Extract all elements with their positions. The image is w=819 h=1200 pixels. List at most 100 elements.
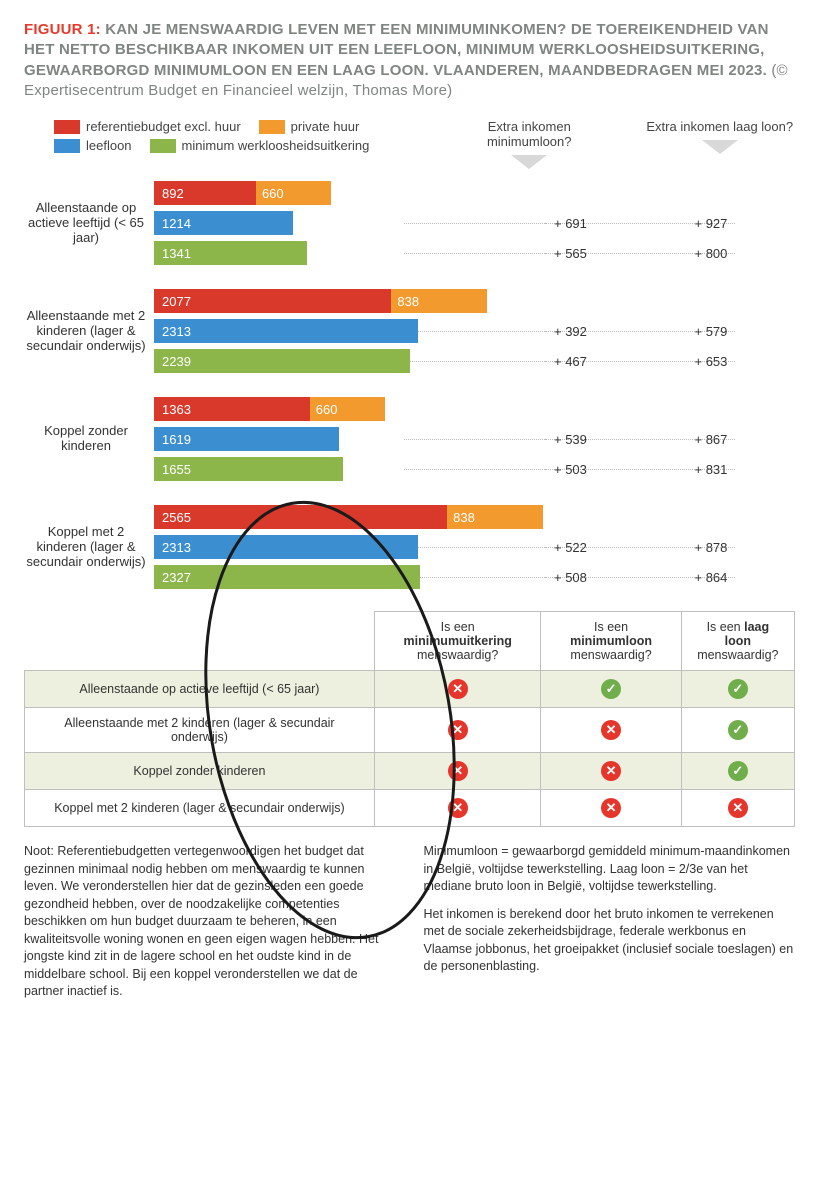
- summary-table: Is een minimumuitkeringmenswaardig?Is ee…: [24, 611, 795, 827]
- figure-label: FIGUUR 1:: [24, 21, 101, 38]
- legend-swatch: [54, 120, 80, 134]
- table-cell: ✕: [541, 753, 681, 790]
- group-label: Alleenstaande met 2 kinderen (lager & se…: [24, 287, 154, 373]
- cross-icon: ✕: [601, 798, 621, 818]
- table-cell: ✕: [374, 671, 541, 708]
- extra-value-laag: + 579: [695, 319, 796, 343]
- table-row-header: Koppel zonder kinderen: [25, 753, 375, 790]
- bar-segment: 660: [310, 397, 385, 421]
- extra-col-laag: + 579 + 653: [695, 287, 796, 373]
- table-row: Koppel zonder kinderen✕✕✓: [25, 753, 795, 790]
- extra-value-min: [554, 505, 655, 529]
- legend-item: private huur: [259, 119, 360, 134]
- group-label: Alleenstaande op actieve leeftijd (< 65 …: [24, 179, 154, 265]
- bar-segment: 2565: [154, 505, 447, 529]
- bar-row: 1655: [154, 457, 554, 481]
- chart-group: Alleenstaande met 2 kinderen (lager & se…: [24, 287, 795, 373]
- extra-value-min: [554, 181, 655, 205]
- footnote-right: Minimumloon = gewaarborgd gemiddeld mini…: [424, 843, 796, 1001]
- footnote-left: Noot: Referentiebudgetten vertegenwoordi…: [24, 843, 396, 1001]
- table-col-header: Is een minimumloonmenswaardig?: [541, 612, 681, 671]
- extra-value-laag: + 867: [695, 427, 796, 451]
- bar-segment: 892: [154, 181, 256, 205]
- table-row-header: Alleenstaande op actieve leeftijd (< 65 …: [25, 671, 375, 708]
- table-row-header: Alleenstaande met 2 kinderen (lager & se…: [25, 708, 375, 753]
- table-cell: ✕: [541, 790, 681, 827]
- check-icon: ✓: [728, 720, 748, 740]
- legend-item: referentiebudget excl. huur: [54, 119, 241, 134]
- extra-col-laag: + 927 + 800: [695, 179, 796, 265]
- extra-value-laag: + 800: [695, 241, 796, 265]
- extra-value-min: + 565: [554, 241, 655, 265]
- bar-row: 2565838: [154, 505, 554, 529]
- bar-segment: 1655: [154, 457, 343, 481]
- extra-col-header: Extra inkomen minimumloon?: [454, 119, 605, 169]
- chart-group: Koppel zonder kinderen136366016191655+ 5…: [24, 395, 795, 481]
- bar-segment: 2327: [154, 565, 420, 589]
- bar-segment: 1619: [154, 427, 339, 451]
- table-row: Alleenstaande met 2 kinderen (lager & se…: [25, 708, 795, 753]
- table-col-header: Is een laag loonmenswaardig?: [681, 612, 794, 671]
- extra-value-laag: + 927: [695, 211, 796, 235]
- legend-label: leefloon: [86, 138, 132, 153]
- legend-swatch: [259, 120, 285, 134]
- bar-row: 1214: [154, 211, 554, 235]
- table-row: Alleenstaande op actieve leeftijd (< 65 …: [25, 671, 795, 708]
- table-col-header: Is een minimumuitkeringmenswaardig?: [374, 612, 541, 671]
- group-extra: + 392 + 467 + 579 + 653: [554, 287, 795, 373]
- chevron-down-icon: [702, 140, 738, 154]
- bar-segment: 660: [256, 181, 331, 205]
- extra-value-min: [554, 397, 655, 421]
- extra-column-headers: Extra inkomen minimumloon? Extra inkomen …: [454, 119, 795, 169]
- figure-title: FIGUUR 1: KAN JE MENSWAARDIG LEVEN MET E…: [24, 20, 795, 101]
- bar-segment: 2313: [154, 319, 418, 343]
- table-corner: [25, 612, 375, 671]
- bar-segment: 2313: [154, 535, 418, 559]
- extra-value-min: + 467: [554, 349, 655, 373]
- bar-row: 2077838: [154, 289, 554, 313]
- legend-label: private huur: [291, 119, 360, 134]
- table-cell: ✕: [374, 790, 541, 827]
- bar-row: 2313: [154, 535, 554, 559]
- bar-row: 2239: [154, 349, 554, 373]
- bar-segment: 838: [391, 289, 487, 313]
- legend-item: leefloon: [54, 138, 132, 153]
- extra-col-label: Extra inkomen laag loon?: [645, 119, 796, 134]
- extra-value-laag: [695, 505, 796, 529]
- chart-group: Koppel met 2 kinderen (lager & secundair…: [24, 503, 795, 589]
- chart-group: Alleenstaande op actieve leeftijd (< 65 …: [24, 179, 795, 265]
- check-icon: ✓: [728, 761, 748, 781]
- extra-col-laag: + 878+ 864: [695, 503, 796, 589]
- extra-value-laag: + 878: [695, 535, 796, 559]
- cross-icon: ✕: [448, 798, 468, 818]
- extra-value-laag: + 653: [695, 349, 796, 373]
- extra-col-header: Extra inkomen laag loon?: [645, 119, 796, 169]
- table-cell: ✓: [681, 753, 794, 790]
- bar-segment: 2239: [154, 349, 410, 373]
- cross-icon: ✕: [448, 720, 468, 740]
- extra-value-laag: + 831: [695, 457, 796, 481]
- legend-label: minimum werkloosheidsuitkering: [182, 138, 370, 153]
- table-cell: ✕: [374, 753, 541, 790]
- table-row: Koppel met 2 kinderen (lager & secundair…: [25, 790, 795, 827]
- bar-row: 2327: [154, 565, 554, 589]
- cross-icon: ✕: [448, 679, 468, 699]
- extra-value-min: + 522: [554, 535, 655, 559]
- group-extra: + 522+ 508 + 878+ 864: [554, 503, 795, 589]
- extra-col-laag: + 867 + 831: [695, 395, 796, 481]
- extra-col-min: + 539+ 503: [554, 395, 655, 481]
- extra-value-min: + 691: [554, 211, 655, 235]
- group-bars: 2077838 2313 2239: [154, 287, 554, 373]
- table-cell: ✕: [681, 790, 794, 827]
- extra-value-laag: [695, 289, 796, 313]
- extra-value-min: [554, 289, 655, 313]
- extra-value-min: + 392: [554, 319, 655, 343]
- bar-chart: Alleenstaande op actieve leeftijd (< 65 …: [24, 179, 795, 589]
- table-cell: ✕: [541, 708, 681, 753]
- group-bars: 89266012141341: [154, 179, 554, 265]
- extra-col-min: + 522+ 508: [554, 503, 655, 589]
- bar-row: 2313: [154, 319, 554, 343]
- extra-value-laag: [695, 181, 796, 205]
- extra-value-min: + 539: [554, 427, 655, 451]
- bar-segment: 1214: [154, 211, 293, 235]
